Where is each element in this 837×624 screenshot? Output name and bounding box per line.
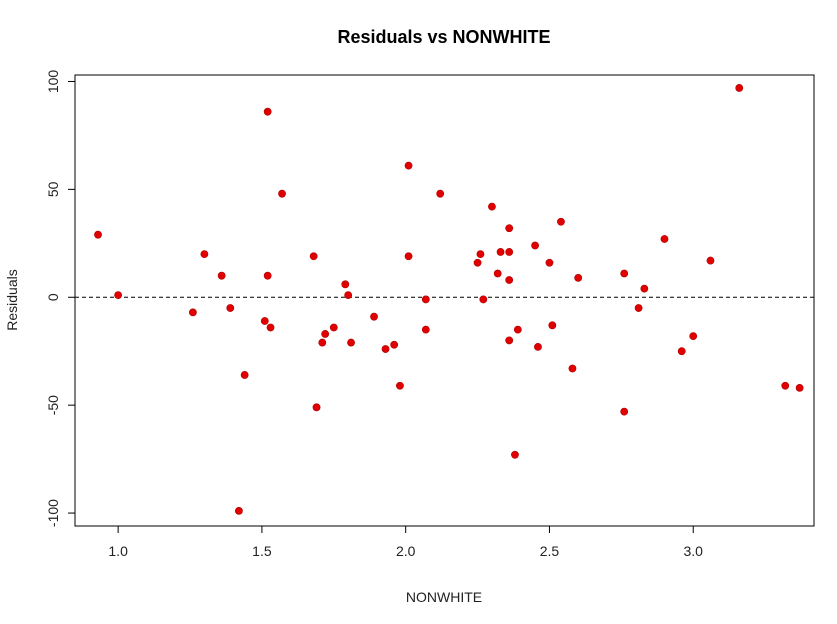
data-point	[548, 321, 557, 330]
data-point	[568, 364, 577, 373]
data-point	[263, 271, 272, 280]
data-point	[347, 338, 355, 347]
data-point	[329, 323, 338, 332]
data-point	[94, 230, 102, 239]
data-point	[217, 271, 226, 280]
data-point	[370, 312, 378, 321]
data-point	[266, 323, 275, 332]
x-tick-label: 3.0	[683, 543, 703, 559]
data-point	[235, 506, 243, 515]
data-point	[278, 189, 286, 198]
x-tick-label: 1.0	[108, 543, 128, 559]
data-point	[396, 381, 404, 390]
data-point	[381, 345, 390, 353]
data-point	[660, 235, 669, 243]
data-point	[634, 304, 643, 312]
y-axis-label: Residuals	[4, 269, 20, 330]
data-point	[496, 248, 505, 256]
y-tick-label: 100	[45, 70, 61, 94]
x-axis-label: NONWHITE	[406, 589, 482, 605]
data-point	[620, 269, 629, 278]
data-point	[390, 340, 399, 349]
data-point	[620, 407, 629, 416]
data-point	[341, 280, 350, 289]
data-point	[534, 342, 542, 351]
data-point	[735, 84, 744, 92]
x-tick-label: 2.0	[396, 543, 416, 559]
chart-title: Residuals vs NONWHITE	[337, 27, 550, 47]
data-point	[689, 332, 698, 341]
data-point	[200, 250, 209, 259]
x-tick-label: 2.5	[540, 543, 560, 559]
data-point	[531, 241, 539, 250]
data-point	[511, 450, 519, 459]
x-axis: 1.0 1.5 2.0 2.5 3.0	[108, 525, 703, 559]
data-point	[493, 269, 502, 278]
data-point	[781, 381, 790, 390]
y-tick-label: -100	[45, 499, 61, 527]
data-point	[545, 258, 554, 267]
data-point	[677, 347, 686, 356]
data-point	[473, 258, 482, 267]
data-point	[476, 250, 485, 259]
data-point	[421, 295, 430, 304]
y-tick-label: -50	[45, 395, 61, 415]
data-point	[436, 189, 445, 198]
y-axis: -100 -50 0 50 100	[45, 70, 76, 527]
x-tick-label: 1.5	[252, 543, 272, 559]
data-point	[404, 161, 413, 170]
data-point	[321, 330, 330, 338]
data-point	[505, 248, 514, 256]
data-point	[557, 217, 565, 226]
data-point	[240, 371, 249, 379]
data-point	[421, 325, 430, 334]
data-point	[312, 403, 321, 412]
data-point	[226, 304, 235, 312]
data-point	[479, 295, 488, 304]
data-point	[505, 336, 514, 345]
data-point	[318, 338, 327, 347]
y-tick-label: 0	[45, 293, 61, 301]
data-point	[706, 256, 715, 265]
data-points	[94, 84, 804, 515]
y-tick-label: 50	[45, 181, 61, 197]
data-point	[505, 224, 514, 233]
data-point	[309, 252, 318, 261]
data-point	[513, 325, 522, 334]
data-point	[640, 284, 649, 293]
plot-frame	[74, 74, 815, 527]
data-point	[344, 291, 353, 300]
data-point	[574, 273, 583, 282]
data-point	[114, 291, 123, 300]
data-point	[488, 202, 496, 211]
data-point	[188, 308, 197, 317]
data-point	[263, 107, 272, 116]
data-point	[260, 317, 269, 325]
data-point	[505, 276, 514, 284]
data-point	[795, 383, 804, 392]
data-point	[404, 252, 413, 261]
